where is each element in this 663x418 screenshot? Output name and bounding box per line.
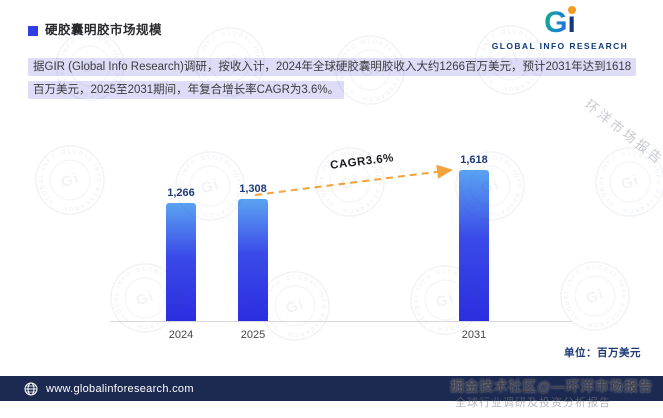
- unit-label: 单位：百万美元: [564, 347, 641, 359]
- globe-icon: [24, 382, 38, 395]
- bar-group-2031: 1,618: [459, 154, 489, 322]
- bar-value-label-2031: 1,618: [460, 154, 488, 166]
- bar-value-label-2024: 1,266: [167, 187, 195, 199]
- title-bullet-icon: [28, 26, 38, 36]
- logo-name: GLOBAL INFO RESEARCH: [491, 41, 629, 51]
- logo-mark-gi: Gi: [544, 6, 576, 39]
- footer-url: www.globalinforesearch.com: [46, 382, 194, 395]
- footer-bar: www.globalinforesearch.com: [0, 376, 663, 401]
- x-tick-2025: 2025: [240, 329, 266, 341]
- x-tick-2024: 2024: [168, 329, 194, 341]
- bar-2031: [459, 170, 489, 322]
- x-tick-2031: 2031: [461, 329, 487, 341]
- bar-value-label-2025: 1,308: [239, 183, 267, 195]
- logo-letter-i: i: [567, 6, 576, 39]
- logo-letter-g: G: [544, 6, 568, 39]
- bar-group-2024: 1,266: [166, 187, 196, 322]
- logo-orange-dot-icon: [567, 6, 576, 14]
- x-axis-line: [110, 321, 572, 322]
- description-paragraph: 据GIR (Global Info Research)调研，按收入计，2024年…: [28, 56, 640, 102]
- page-title: 硬胶囊明胶市场规模: [45, 23, 163, 37]
- bar-chart: 1,266 1,308 1,618: [110, 154, 572, 322]
- bar-2025: [238, 199, 268, 322]
- bar-group-2025: 1,308: [238, 183, 268, 322]
- brand-logo: Gi GLOBAL INFO RESEARCH: [475, 6, 645, 51]
- bar-2024: [166, 203, 196, 322]
